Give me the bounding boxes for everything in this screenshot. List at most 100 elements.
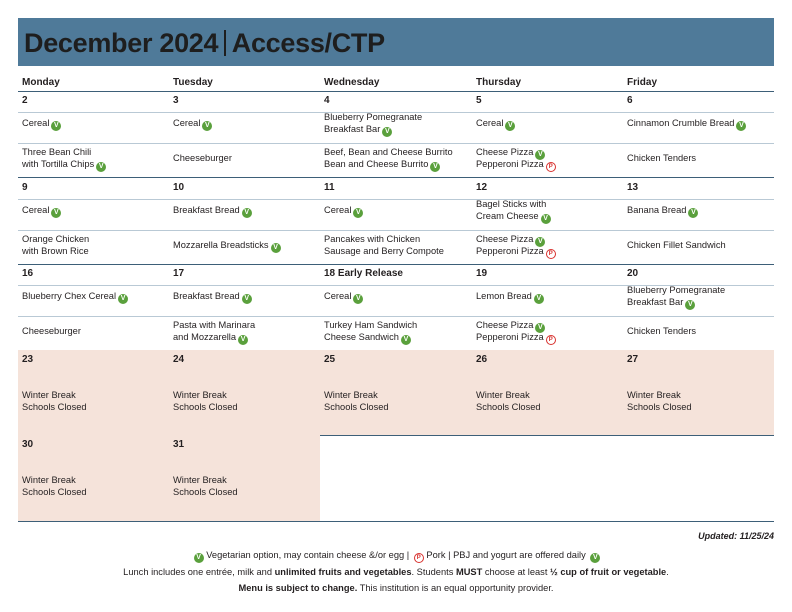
meal-divider	[18, 143, 774, 144]
menu-item: Banana Bread V	[627, 205, 699, 218]
menu-item-text: Chicken Fillet Sandwich	[627, 240, 726, 250]
menu-item-text: Pepperoni Pizza	[476, 159, 544, 169]
header-rule	[18, 91, 774, 92]
menu-item: Breakfast Bread V	[173, 205, 252, 218]
menu-item: Blueberry Pomegranate	[324, 112, 422, 124]
closure-note: Schools Closed	[22, 487, 87, 497]
menu-item: Blueberry Pomegranate	[627, 285, 725, 297]
date-number: 4	[324, 95, 330, 106]
week-divider	[18, 177, 774, 178]
menu-item: Pasta with Marinara	[173, 320, 255, 332]
menu-item-text: Cereal	[324, 205, 352, 215]
lunch-rules-line: Lunch includes one entrée, milk and unli…	[0, 567, 792, 577]
date-number: 12	[476, 182, 488, 193]
day-header-wednesday: Wednesday	[324, 77, 380, 88]
day-header-tuesday: Tuesday	[173, 77, 213, 88]
menu-item-text: Pepperoni Pizza	[476, 246, 544, 256]
pork-icon: P	[545, 162, 556, 172]
menu-item: Cereal V	[22, 205, 62, 218]
menu-item: Cereal V	[173, 118, 213, 131]
closure-note: Winter Break	[173, 475, 227, 485]
menu-item-text: Bagel Sticks with	[476, 199, 547, 209]
vegetarian-icon: V	[736, 121, 747, 131]
week-divider	[18, 264, 774, 265]
menu-item: with Tortilla Chips V	[22, 159, 107, 172]
menu-item-text: Cereal	[22, 118, 50, 128]
date-number: 31	[173, 439, 185, 450]
vegetarian-icon: V	[118, 294, 129, 304]
day-cell: 24 Winter Break Schools Closed	[169, 350, 320, 435]
menu-item-text: Blueberry Pomegranate	[627, 285, 726, 295]
date-number: 26	[476, 354, 488, 365]
legend-divider: |	[448, 550, 454, 560]
menu-item: Chicken Tenders	[627, 153, 696, 165]
vegetarian-icon: V	[353, 208, 364, 218]
week-row: 30 Winter Break Schools Closed 31 Winter Bre…	[18, 435, 774, 522]
pork-icon: P	[413, 553, 424, 563]
closure-note: Winter Break	[22, 475, 76, 485]
day-cell: 30 Winter Break Schools Closed	[18, 435, 169, 521]
vegetarian-icon: V	[96, 162, 107, 172]
menu-item: Cereal V	[22, 118, 62, 131]
menu-item: Sausage and Berry Compote	[324, 246, 444, 258]
day-header-friday: Friday	[627, 77, 658, 88]
menu-item-text: Pancakes with Chicken	[324, 234, 421, 244]
closure-note: Schools Closed	[173, 487, 238, 497]
menu-item: Cereal V	[476, 118, 516, 131]
vegetarian-icon: V	[382, 127, 393, 137]
day-cell: 27 Winter Break Schools Closed	[623, 350, 774, 435]
title-banner: December 2024 Access/CTP	[18, 18, 774, 66]
menu-item-text: Orange Chicken	[22, 234, 90, 244]
menu-item-text: Cereal	[476, 118, 504, 128]
day-cell: 5 Cereal V Cheese Pizza V Pepperoni Pizza P	[472, 91, 623, 177]
day-cell: 16 Blueberry Chex Cereal V Cheeseburger	[18, 264, 169, 350]
date-number: 3	[173, 95, 179, 106]
lunch-text: .	[666, 567, 669, 577]
lunch-emphasis: unlimited fruits and vegetables	[274, 567, 412, 577]
day-cell: 13 Banana Bread V Chicken Fillet Sandwich	[623, 178, 774, 264]
updated-date: Updated: 11/25/24	[698, 531, 774, 541]
menu-item: Turkey Ham Sandwich	[324, 320, 417, 332]
menu-item: Cereal V	[324, 291, 364, 304]
menu-item: Three Bean Chili	[22, 147, 91, 159]
vegetarian-icon: V	[430, 162, 441, 172]
menu-item-text: Beef, Bean and Cheese Burrito	[324, 147, 453, 157]
menu-item-text: Cereal	[173, 118, 201, 128]
week-divider	[18, 521, 774, 522]
vegetarian-icon: V	[270, 243, 281, 253]
day-cell: 26 Winter Break Schools Closed	[472, 350, 623, 435]
menu-item-text: and Mozzarella	[173, 332, 237, 342]
menu-item: Cheese Pizza V	[476, 234, 546, 247]
day-cell: 12 Bagel Sticks with Cream Cheese V Cheese P…	[472, 178, 623, 264]
winter-break-band	[18, 435, 320, 521]
vegetarian-icon: V	[688, 208, 699, 218]
menu-item: Orange Chicken	[22, 234, 89, 246]
day-cell: 4 Blueberry Pomegranate Breakfast Bar V Beef…	[320, 91, 471, 177]
menu-item: Cheese Pizza V	[476, 320, 546, 333]
closure-note: Schools Closed	[173, 402, 238, 412]
day-header-monday: Monday	[22, 77, 60, 88]
date-number: 6	[627, 95, 633, 106]
menu-item-text: Cheese Pizza	[476, 147, 534, 157]
day-cell: 11 Cereal V Pancakes with Chicken Sausage an…	[320, 178, 471, 264]
menu-item: Beef, Bean and Cheese Burrito	[324, 147, 453, 159]
menu-item-text: Mozzarella Breadsticks	[173, 240, 269, 250]
vegetarian-icon: V	[590, 553, 601, 563]
menu-item: Mozzarella Breadsticks V	[173, 240, 281, 253]
date-number: 30	[22, 439, 34, 450]
date-number: 5	[476, 95, 482, 106]
menu-item-text: Pepperoni Pizza	[476, 332, 544, 342]
menu-item: Cream Cheese V	[476, 211, 551, 224]
menu-item-text: with Tortilla Chips	[22, 159, 95, 169]
vegetarian-icon: V	[685, 300, 696, 310]
week-row: 9 Cereal V Orange Chicken with Brown Rice 10 B…	[18, 178, 774, 265]
menu-item-text: Chicken Tenders	[627, 326, 697, 336]
legend-pork-text: Pork	[426, 550, 446, 560]
menu-item: Cheeseburger	[173, 153, 232, 165]
day-cell: 18 Early Release Cereal V Turkey Ham Sandwi…	[320, 264, 471, 350]
date-number: 2	[22, 95, 28, 106]
menu-item: Pancakes with Chicken	[324, 234, 420, 246]
menu-item: Chicken Fillet Sandwich	[627, 240, 726, 252]
title-program: Access/CTP	[231, 28, 385, 58]
vegetarian-icon: V	[51, 208, 62, 218]
